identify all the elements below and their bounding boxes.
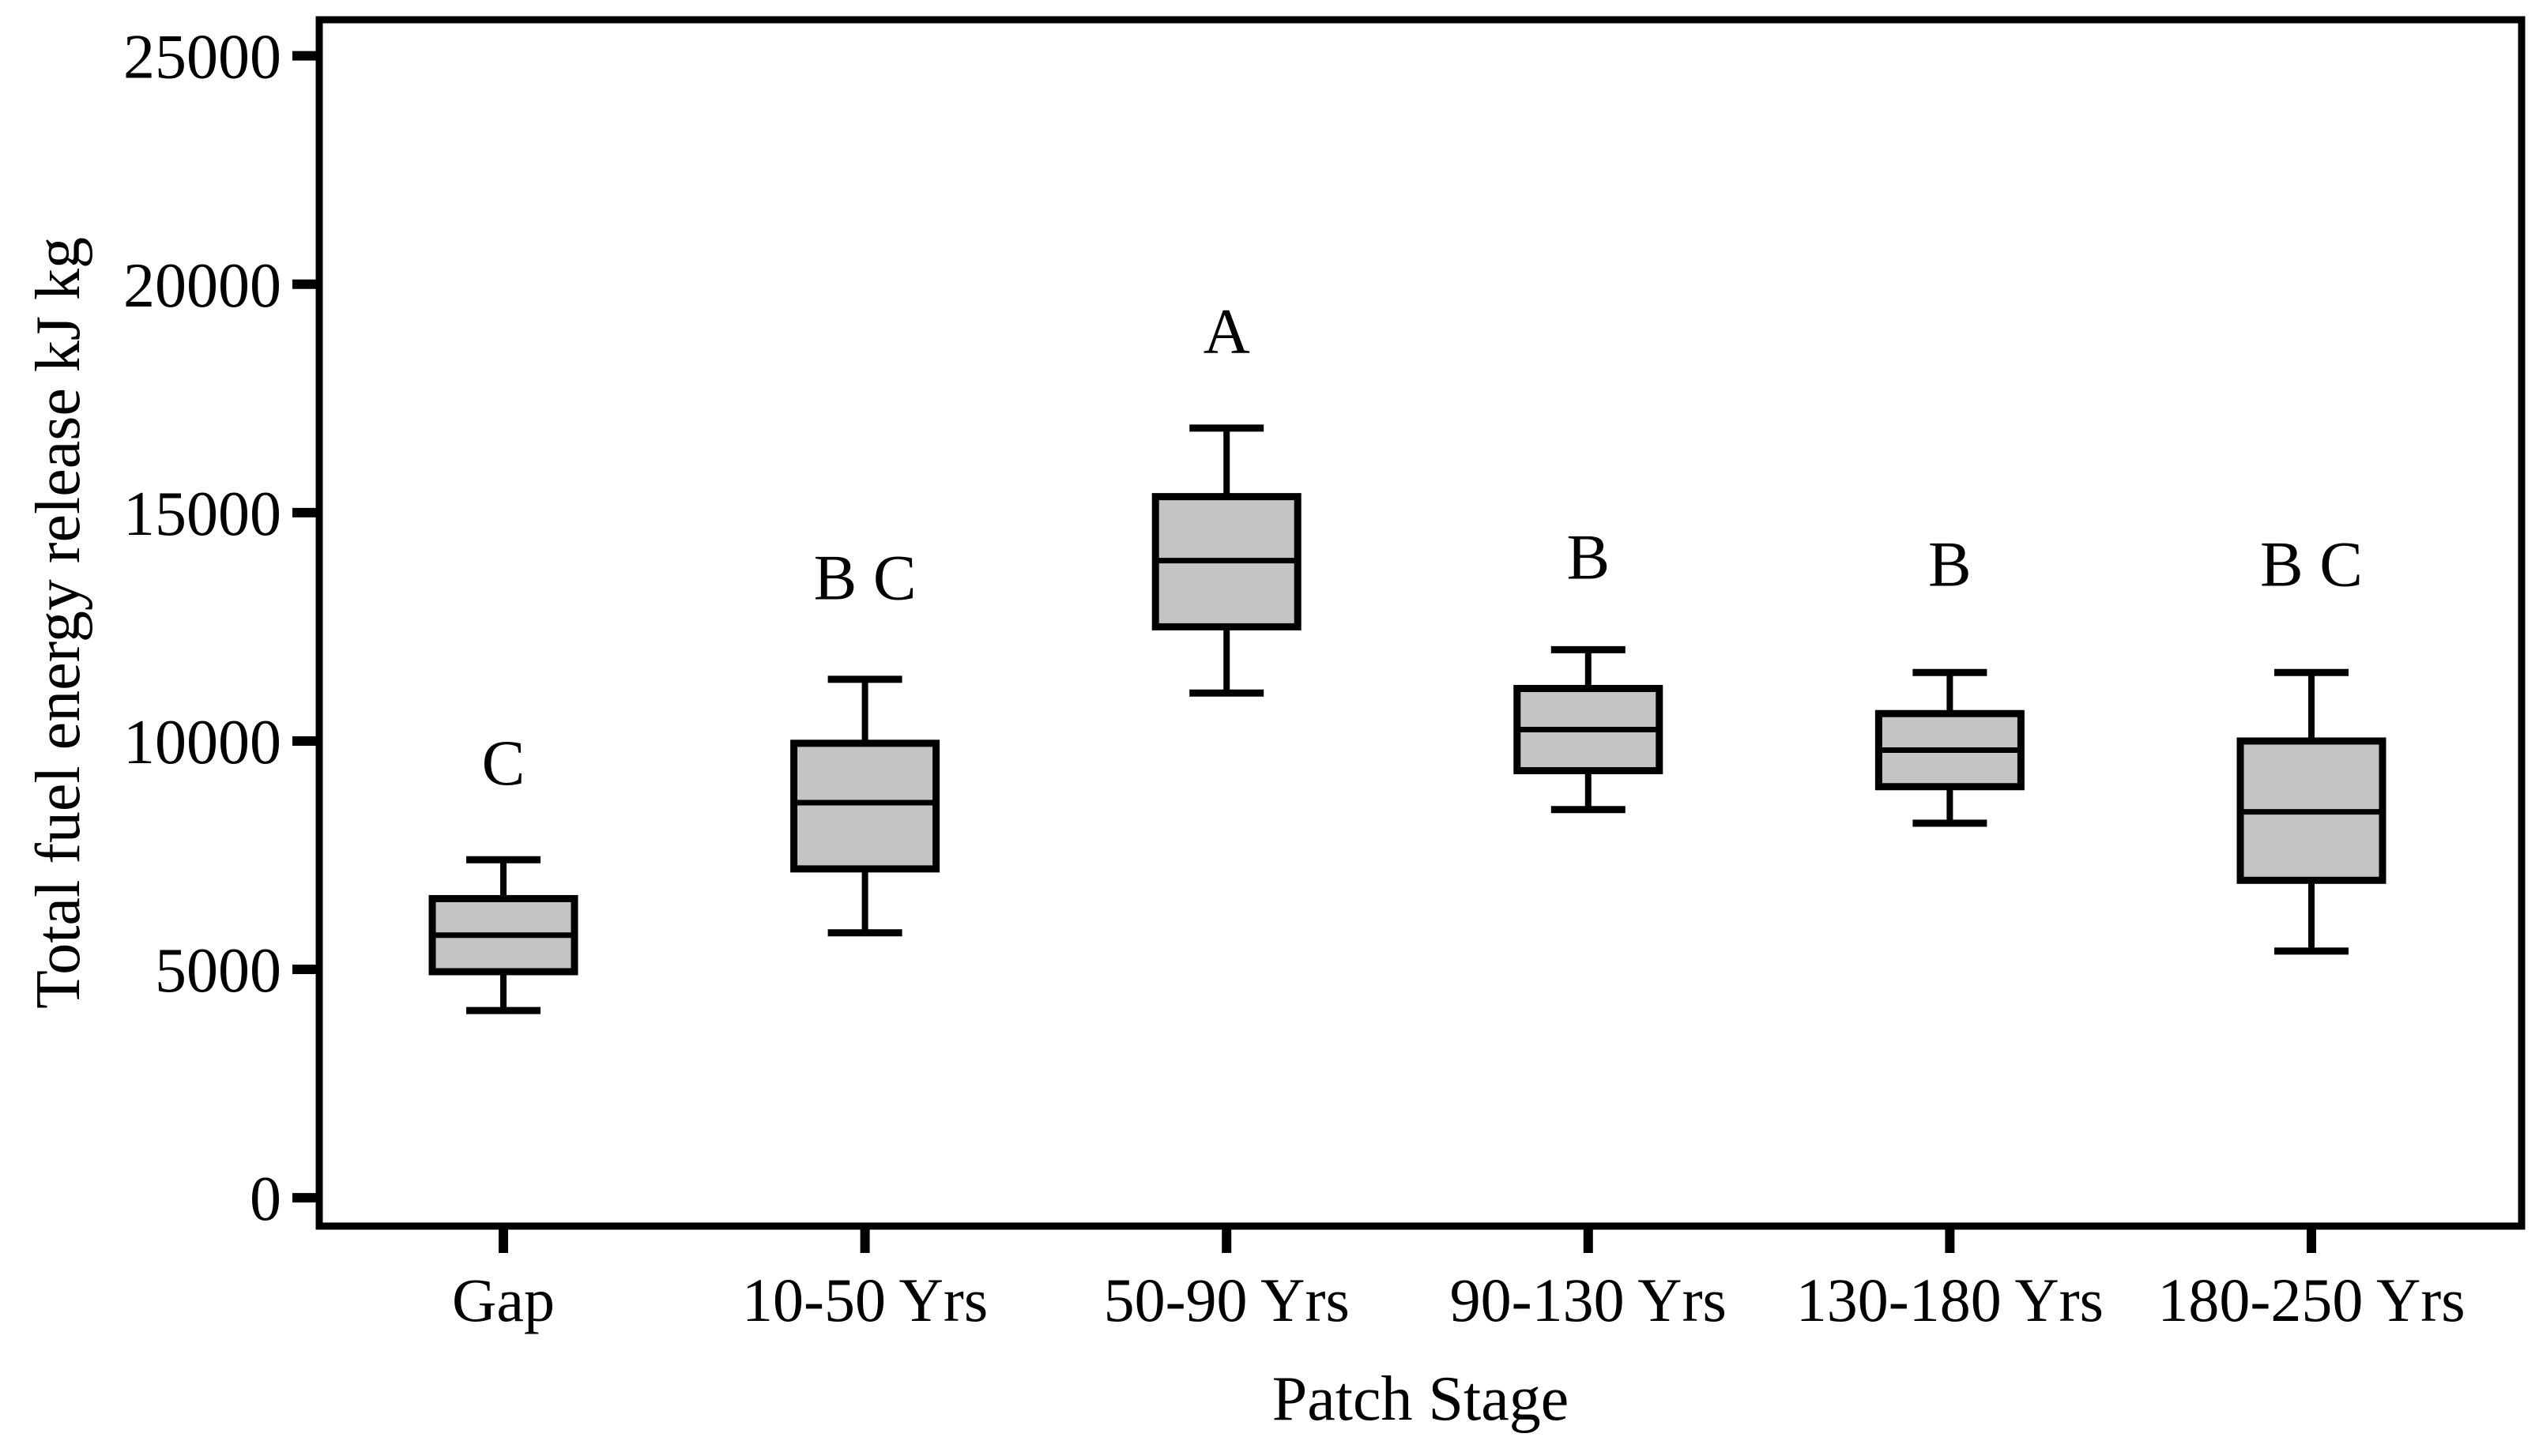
- x-category-label: 50-90 Yrs: [1104, 1266, 1350, 1334]
- significance-letter: B C: [2260, 528, 2363, 600]
- y-tick-label: 15000: [123, 480, 281, 549]
- significance-letter: A: [1204, 295, 1250, 367]
- y-tick-label: 10000: [123, 708, 281, 777]
- x-category-label: 10-50 Yrs: [742, 1266, 988, 1334]
- plot-frame: [315, 16, 2526, 1230]
- y-axis-title: Total fuel energy release kJ kg: [24, 237, 93, 1009]
- x-category-label: 130-180 Yrs: [1796, 1266, 2104, 1334]
- x-category-label: 90-130 Yrs: [1450, 1266, 1727, 1334]
- box-group: B C 180-250 Yrs: [2157, 528, 2465, 1334]
- x-axis-title: Patch Stage: [1272, 1364, 1569, 1434]
- significance-letter: C: [482, 727, 526, 799]
- significance-letter: B: [1566, 521, 1610, 593]
- y-tick-label: 20000: [123, 251, 281, 321]
- box-group: B C 10-50 Yrs: [742, 542, 988, 1334]
- significance-letter: B: [1928, 528, 1972, 600]
- box-group: A 50-90 Yrs: [1104, 295, 1350, 1334]
- y-tick-label: 25000: [123, 23, 281, 92]
- iqr-box: [790, 739, 940, 873]
- x-category-label: 180-250 Yrs: [2157, 1266, 2465, 1334]
- significance-letter: B C: [814, 542, 917, 614]
- box-group: B 90-130 Yrs: [1450, 521, 1727, 1334]
- y-tick-label: 0: [250, 1164, 281, 1234]
- x-category-label: Gap: [452, 1266, 555, 1334]
- y-tick-label: 5000: [155, 936, 281, 1006]
- box-group: B 130-180 Yrs: [1796, 528, 2104, 1334]
- box-group: C Gap: [428, 727, 578, 1334]
